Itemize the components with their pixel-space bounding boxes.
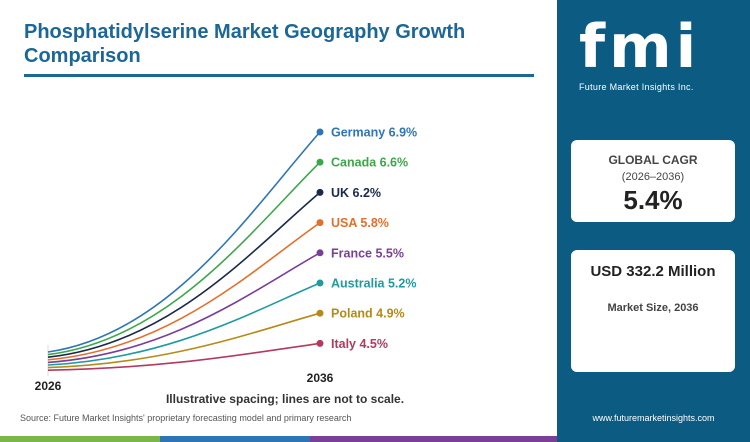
series-line-france (47, 252, 321, 364)
series-point-poland (316, 309, 324, 317)
series-point-italy (316, 339, 324, 347)
series-line-usa (47, 221, 321, 361)
series-label-france: France 5.5% (331, 246, 404, 260)
series-point-uk (316, 188, 324, 196)
series-line-germany (47, 131, 321, 353)
series-label-italy: Italy 4.5% (331, 337, 388, 351)
chart-panel: Phosphatidylserine Market Geography Grow… (20, 21, 534, 423)
series-line-canada (47, 161, 321, 356)
footer-band-purple (310, 436, 557, 442)
series-point-australia (316, 279, 324, 287)
cagr-value: 5.4% (623, 185, 683, 215)
market-size-card: USD 332.2 Million Market Size, 2036 (571, 250, 735, 372)
logo-wordmark: fmi (579, 12, 701, 82)
series-point-usa (316, 219, 324, 227)
footer-band-blue (160, 436, 310, 442)
cagr-label: GLOBAL CAGR (608, 153, 698, 167)
series-label-uk: UK 6.2% (331, 186, 381, 200)
sidebar: fmi Future Market Insights Inc. GLOBAL C… (557, 0, 750, 442)
series-label-poland: Poland 4.9% (331, 307, 405, 321)
series-line-italy (47, 342, 321, 371)
logo-subtitle: Future Market Insights Inc. (579, 82, 694, 92)
series-line-poland (47, 312, 321, 369)
chart-note: Illustrative spacing; lines are not to s… (165, 392, 405, 406)
footer-band-green (0, 436, 160, 442)
fmi-logo: fmi Future Market Insights Inc. (557, 0, 750, 120)
source-text: Source: Future Market Insights' propriet… (20, 413, 352, 423)
series-point-canada (316, 158, 324, 166)
page-title: Phosphatidylserine Market Geography Grow… (24, 21, 466, 67)
series-label-canada: Canada 6.6% (331, 156, 408, 170)
series-label-germany: Germany 6.9% (331, 126, 417, 140)
market-size-label: Market Size, 2036 (607, 302, 699, 314)
cagr-range: (2026–2036) (621, 171, 685, 183)
series-point-france (316, 249, 324, 257)
series-label-usa: USA 5.8% (331, 216, 389, 230)
series-line-australia (47, 282, 321, 366)
line-chart: Germany 6.9% Canada 6.6% UK 6.2% USA 5.8% Fr… (35, 126, 418, 394)
title-underline (24, 74, 534, 77)
website-link[interactable]: www.futuremarketinsights.com (592, 413, 715, 423)
series-label-australia: Australia 5.2% (331, 277, 416, 291)
x-tick-label-start: 2026 (35, 379, 62, 393)
x-tick-label-end: 2036 (307, 371, 334, 385)
cagr-card: GLOBAL CAGR (2026–2036) 5.4% (571, 140, 735, 222)
market-size-value: USD 332.2 Million (590, 263, 716, 280)
series-point-germany (316, 128, 324, 136)
series-line-uk (47, 191, 321, 358)
